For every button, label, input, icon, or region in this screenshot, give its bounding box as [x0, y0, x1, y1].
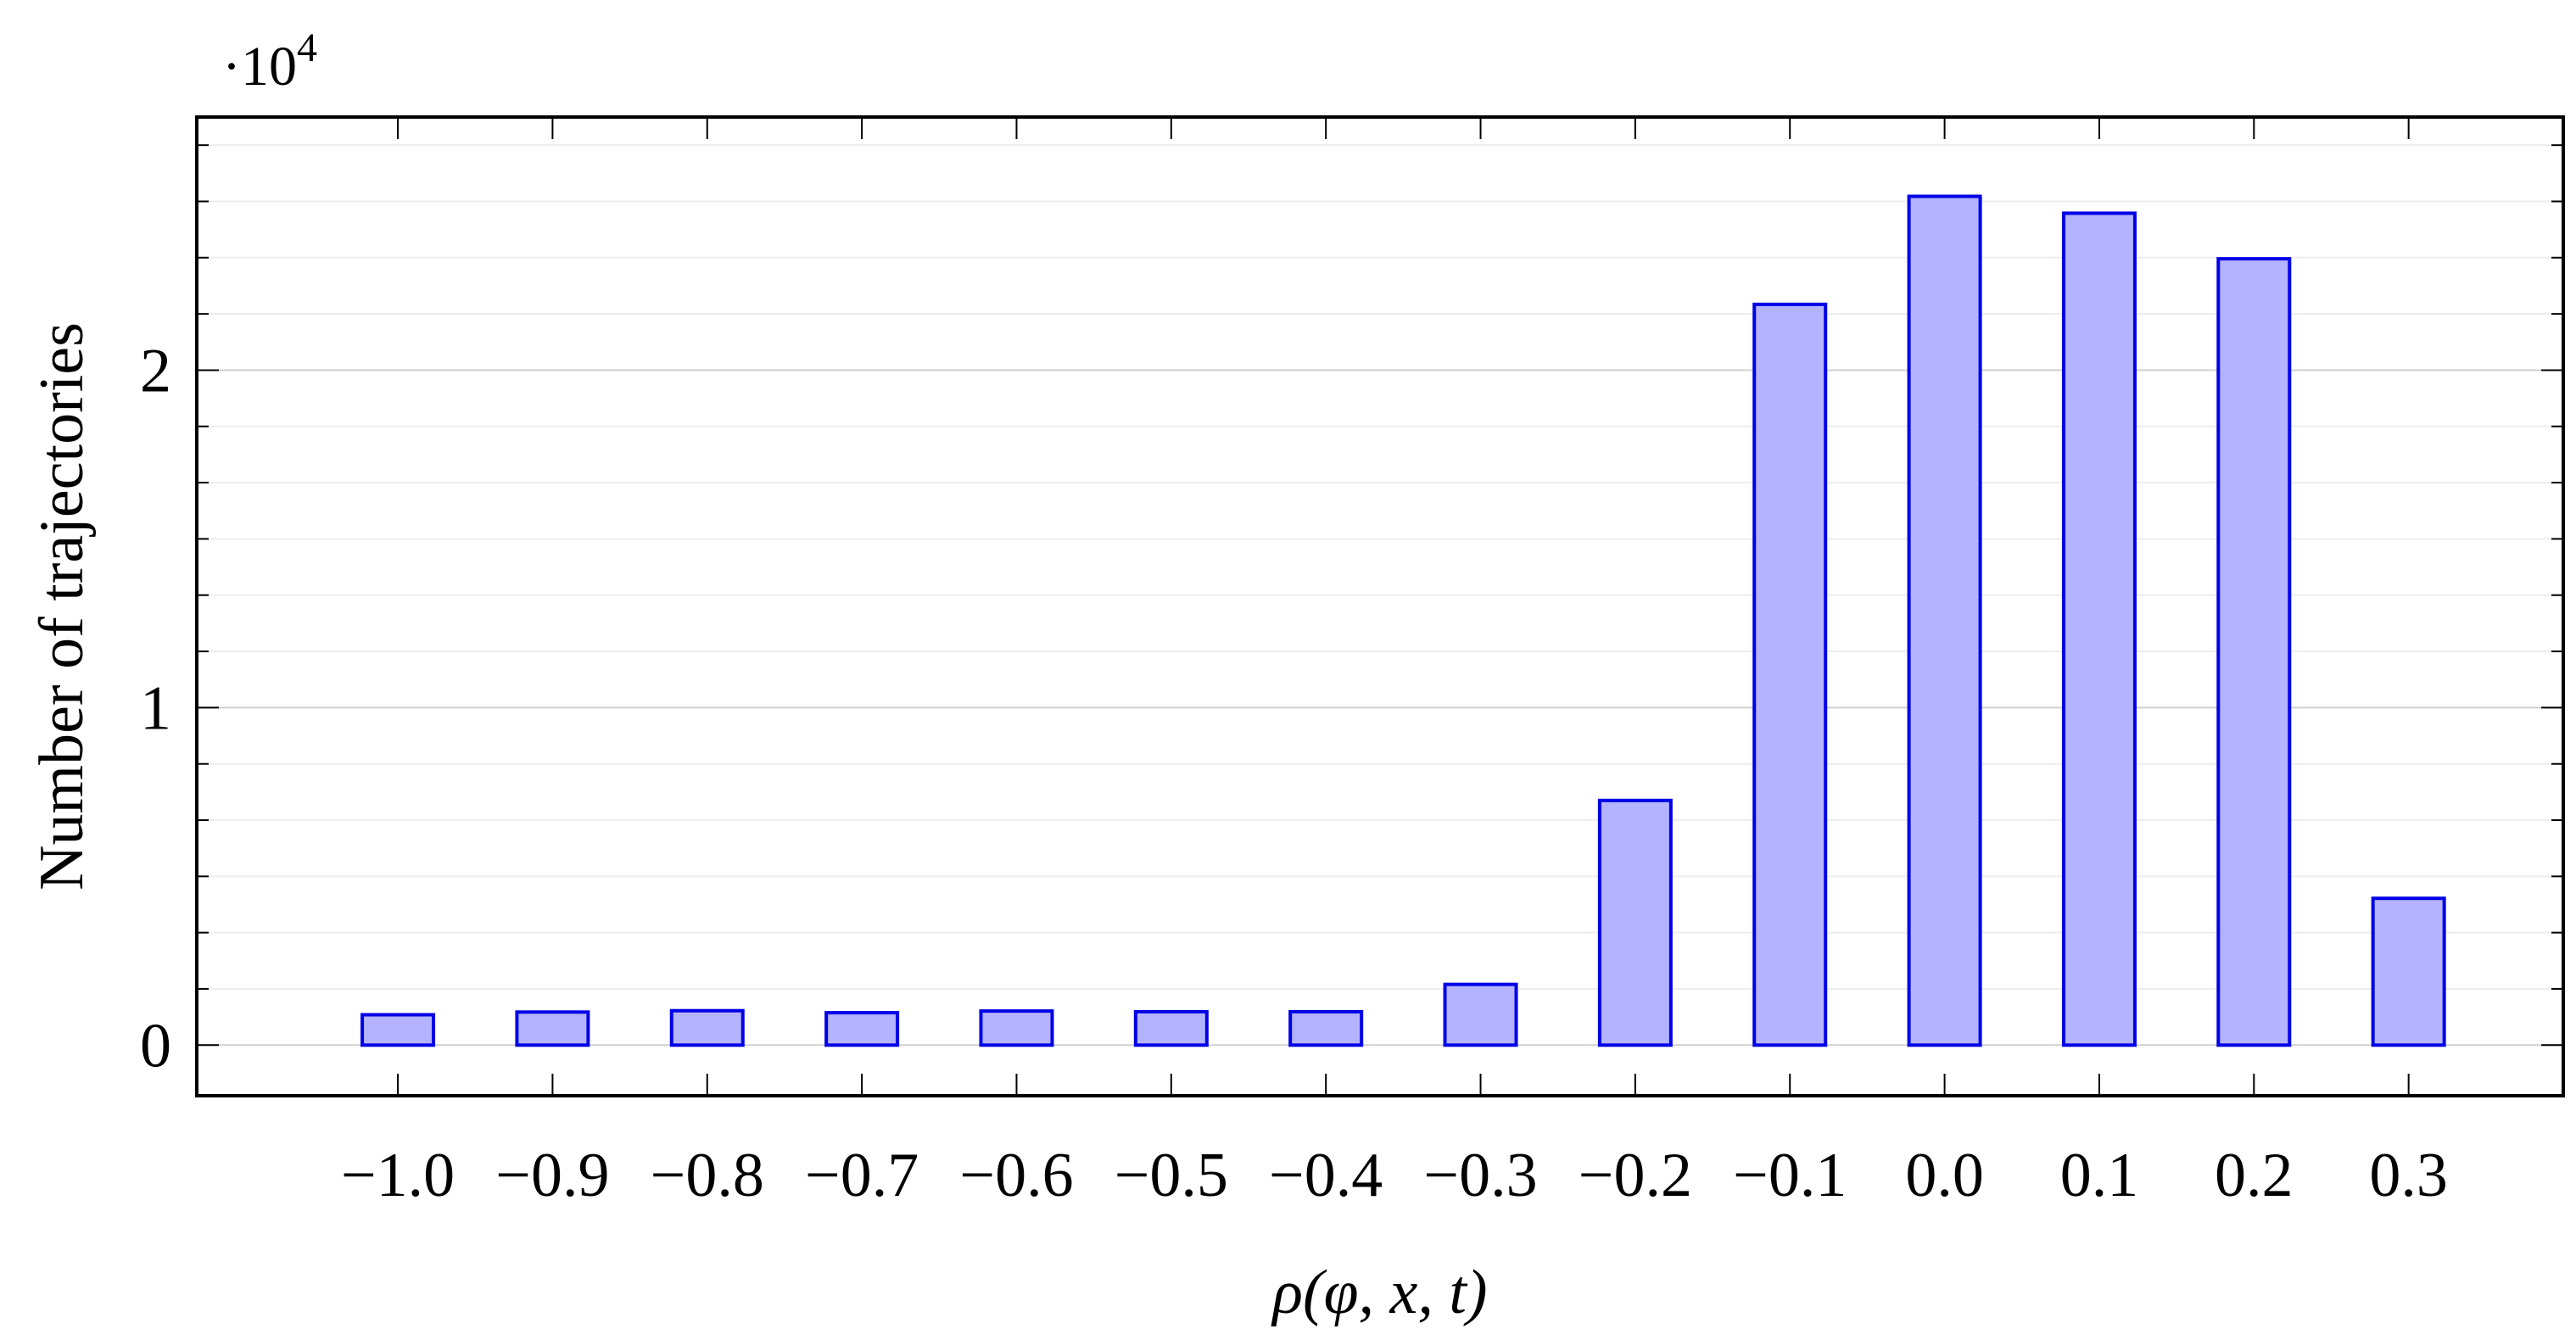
x-axis-label: ρ(φ, x, t)	[1271, 1258, 1487, 1327]
histogram-bar	[1288, 1009, 1364, 1047]
axis-ticks	[197, 117, 2563, 1096]
x-tick-label: −0.8	[651, 1141, 764, 1210]
x-tick-label: 0.3	[2369, 1141, 2448, 1210]
x-tick-label: 0.2	[2215, 1141, 2294, 1210]
histogram-bar	[515, 1010, 590, 1047]
x-tick-label: −0.1	[1733, 1141, 1847, 1210]
histogram-bar	[824, 1011, 900, 1047]
x-tick-label: −0.7	[805, 1141, 919, 1210]
histogram-bar	[1597, 798, 1673, 1047]
y-tick-label: 2	[140, 336, 171, 405]
x-tick-label: −0.2	[1579, 1141, 1692, 1210]
histogram-bar	[2371, 896, 2446, 1047]
y-axis-label: Number of trajectories	[27, 322, 97, 891]
x-tick-label: −0.3	[1423, 1141, 1537, 1210]
x-tick-label: −0.9	[495, 1141, 609, 1210]
x-tick-label: −0.6	[959, 1141, 1073, 1210]
x-tick-label: −1.0	[341, 1141, 455, 1210]
x-tick-label: −0.4	[1269, 1141, 1383, 1210]
gridlines	[197, 144, 2563, 1047]
histogram-bar	[2216, 257, 2292, 1047]
y-scale-exponent: 4	[297, 25, 317, 70]
histogram-bar	[1133, 1009, 1209, 1047]
y-tick-label: 0	[140, 1011, 171, 1080]
tick-labels: −1.0 −0.9 −0.8 −0.7 −0.6 −0.5 −0.4 −0.3 −0.2 −0.1…	[140, 336, 2448, 1210]
histogram-bar	[360, 1013, 436, 1047]
x-tick-label: 0.1	[2060, 1141, 2139, 1210]
x-tick-label: −0.5	[1115, 1141, 1228, 1210]
x-tick-label: 0.0	[1905, 1141, 1984, 1210]
plot-frame	[195, 115, 2565, 1097]
histogram-bar	[2061, 211, 2137, 1047]
histogram-bar	[979, 1009, 1054, 1047]
histogram-bar	[1443, 982, 1518, 1047]
histogram-bar	[1752, 302, 1828, 1047]
bars	[360, 194, 2446, 1047]
y-scale-label: ·104	[222, 25, 317, 98]
histogram-bar	[1907, 194, 1982, 1047]
histogram-bar	[669, 1008, 745, 1047]
y-tick-label: 1	[140, 673, 171, 743]
